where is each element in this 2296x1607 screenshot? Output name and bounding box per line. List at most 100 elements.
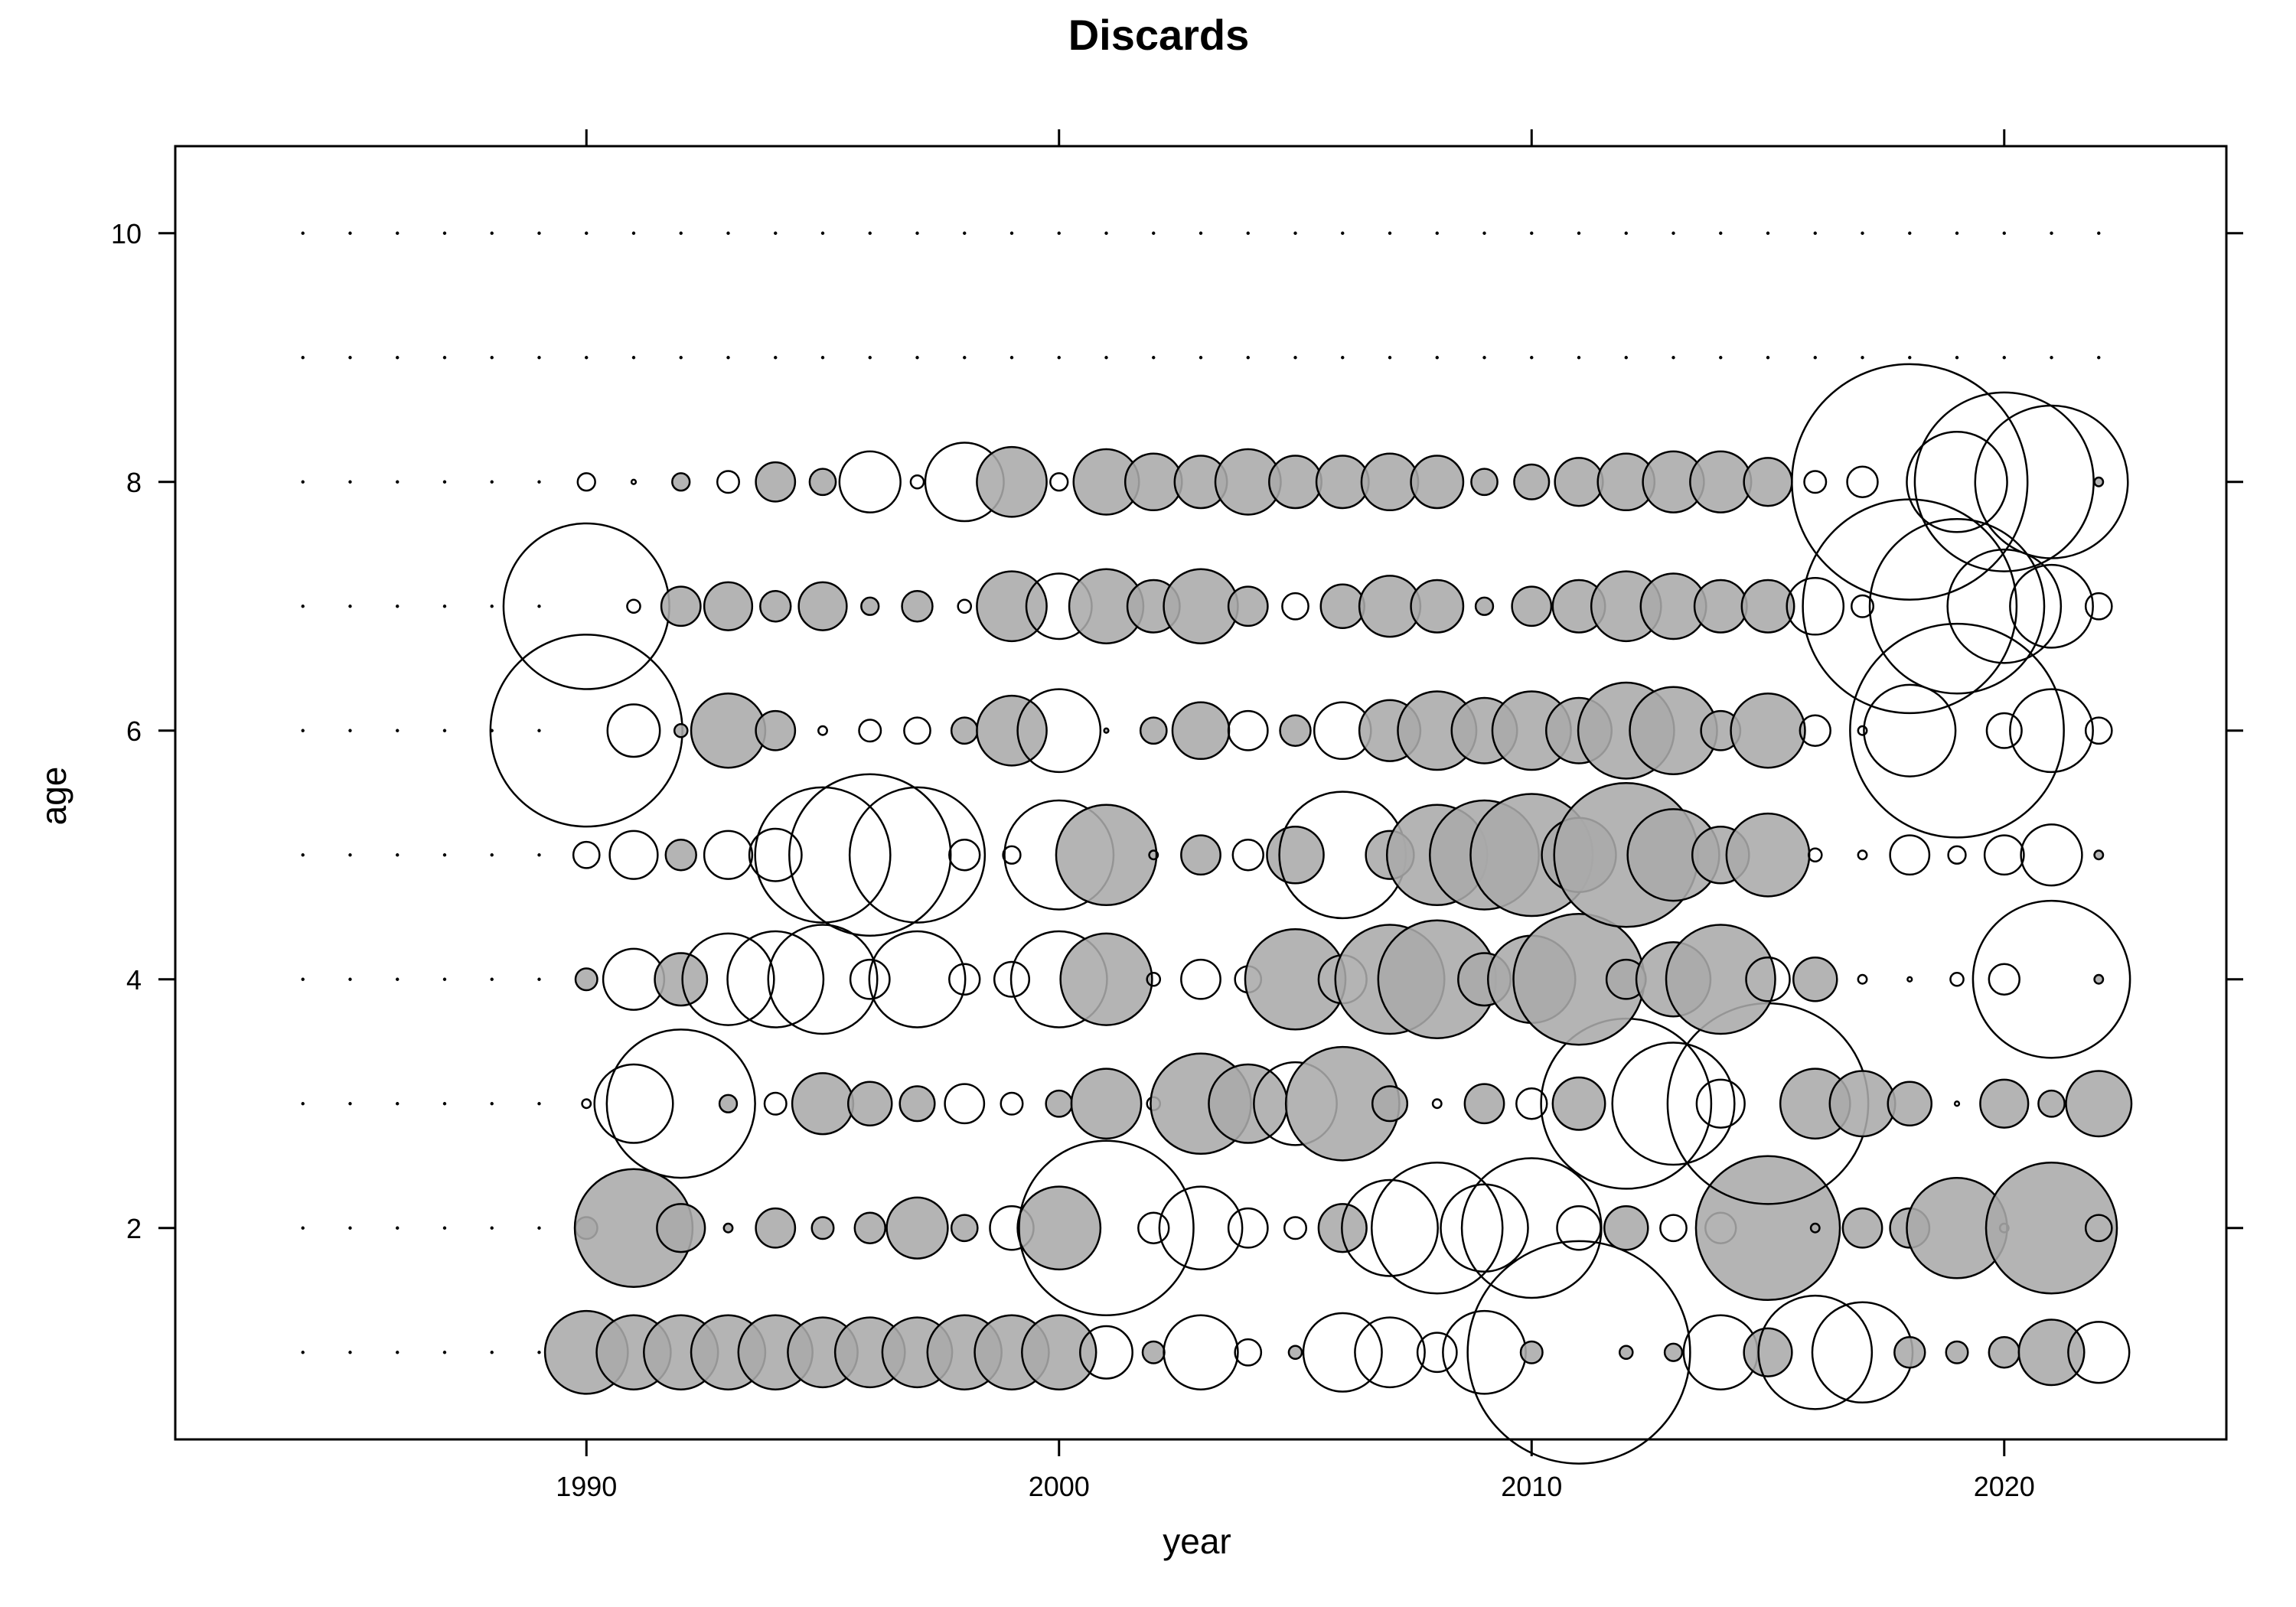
zero-dot bbox=[537, 605, 541, 608]
residual-bubble-negative bbox=[763, 1091, 788, 1116]
residual-bubble-positive bbox=[1180, 834, 1221, 876]
zero-dot bbox=[490, 977, 494, 981]
residual-bubble-negative bbox=[1857, 849, 1868, 861]
zero-dot bbox=[1152, 356, 1156, 360]
zero-dot bbox=[963, 231, 967, 235]
residual-bubble-positive bbox=[1551, 1076, 1606, 1131]
residual-bubble-positive bbox=[1279, 714, 1312, 747]
zero-dot bbox=[396, 729, 400, 732]
residual-bubble-negative bbox=[1431, 1098, 1443, 1110]
residual-bubble-negative bbox=[1180, 958, 1221, 1000]
zero-dot bbox=[348, 1226, 352, 1230]
zero-dot bbox=[1624, 356, 1628, 360]
residual-bubble-positive bbox=[1979, 1078, 2030, 1129]
zero-dot bbox=[1009, 356, 1014, 360]
residual-bubble-positive bbox=[1663, 1342, 1684, 1362]
residual-bubble-positive bbox=[759, 590, 792, 623]
residual-bubble-negative bbox=[1695, 1078, 1746, 1129]
zero-dot bbox=[1577, 231, 1581, 235]
y-axis-label: age bbox=[34, 767, 73, 826]
zero-dot bbox=[490, 480, 494, 484]
zero-dot bbox=[348, 480, 352, 484]
zero-dot bbox=[301, 1102, 305, 1106]
zero-dot bbox=[1719, 356, 1723, 360]
zero-dot bbox=[1908, 231, 1912, 235]
residual-bubble-negative bbox=[726, 930, 825, 1028]
zero-dot bbox=[1530, 231, 1534, 235]
residual-bubble-positive bbox=[722, 1222, 734, 1234]
residual-bubble-negative bbox=[1803, 470, 1828, 494]
zero-dot bbox=[1246, 231, 1250, 235]
zero-dot bbox=[726, 231, 730, 235]
residual-bubble-negative bbox=[2009, 688, 2094, 774]
zero-dot bbox=[1766, 231, 1770, 235]
zero-dot bbox=[396, 977, 400, 981]
residual-bubble-positive bbox=[1693, 579, 1748, 634]
zero-dot bbox=[1388, 231, 1392, 235]
zero-dot bbox=[1861, 356, 1864, 360]
residual-bubble-positive bbox=[1689, 450, 1753, 513]
zero-dot bbox=[868, 356, 872, 360]
residual-bubble-negative bbox=[1283, 1216, 1308, 1240]
zero-dot bbox=[1482, 356, 1486, 360]
zero-dot bbox=[1152, 231, 1156, 235]
residual-bubble-negative bbox=[2084, 1214, 2113, 1243]
x-tick-label: 2010 bbox=[1501, 1471, 1562, 1502]
residual-bubble-positive bbox=[1725, 812, 1811, 898]
y-tick-label: 6 bbox=[126, 715, 142, 747]
residual-bubble-positive bbox=[976, 570, 1048, 643]
residual-bubble-positive bbox=[1287, 1345, 1303, 1361]
residual-bubble-positive bbox=[654, 952, 709, 1007]
chart-title: Discards bbox=[1068, 11, 1250, 59]
zero-dot bbox=[348, 231, 352, 235]
zero-dot bbox=[1435, 356, 1439, 360]
residual-bubble-negative bbox=[754, 786, 892, 924]
residual-bubble-negative bbox=[1416, 1332, 1458, 1374]
zero-dot bbox=[490, 1351, 494, 1354]
x-tick-label: 2020 bbox=[1974, 1471, 2035, 1502]
residual-bubble-positive bbox=[1792, 957, 1838, 1002]
residual-bubble-negative bbox=[2020, 823, 2083, 887]
residual-bubble-negative bbox=[1791, 363, 2029, 601]
residual-bubble-negative bbox=[1757, 1294, 1874, 1410]
residual-bubble-positive bbox=[2093, 973, 2105, 985]
zero-dot bbox=[490, 1226, 494, 1230]
residual-bubble-positive bbox=[2017, 1319, 2086, 1387]
residual-bubble-positive bbox=[1371, 1085, 1409, 1123]
zero-dot bbox=[301, 853, 305, 857]
residual-bubble-positive bbox=[1893, 1336, 1926, 1369]
residual-bubble-negative bbox=[1515, 1087, 1548, 1120]
residual-bubble-negative bbox=[1906, 976, 1913, 983]
residual-bubble-negative bbox=[581, 1098, 592, 1110]
residual-bubble-positive bbox=[656, 1203, 706, 1253]
residual-bubble-positive bbox=[690, 693, 767, 769]
zero-dot bbox=[774, 231, 778, 235]
zero-dot bbox=[679, 231, 683, 235]
residual-bubble-positive bbox=[885, 1196, 949, 1260]
residual-bubble-positive bbox=[1743, 1327, 1793, 1377]
residual-bubble-negative bbox=[1049, 472, 1069, 492]
residual-bubble-negative bbox=[1974, 404, 2129, 559]
zero-dot bbox=[820, 231, 825, 235]
zero-dot bbox=[2097, 356, 2101, 360]
zero-dot bbox=[490, 605, 494, 608]
residual-bubble-negative bbox=[1018, 1139, 1195, 1316]
zero-dot bbox=[1955, 356, 1959, 360]
zero-dot bbox=[1341, 231, 1345, 235]
residual-bubble-positive bbox=[574, 967, 598, 992]
y-tick-label: 10 bbox=[111, 218, 142, 249]
zero-dot bbox=[396, 853, 400, 857]
zero-dot bbox=[915, 231, 919, 235]
zero-dot bbox=[1293, 356, 1297, 360]
zero-dot bbox=[348, 977, 352, 981]
residual-bubble-positive bbox=[1141, 1340, 1166, 1364]
residual-bubble-positive bbox=[755, 1207, 797, 1249]
zero-dot bbox=[1813, 356, 1817, 360]
residual-bubble-positive bbox=[860, 596, 880, 616]
zero-dot bbox=[1908, 356, 1912, 360]
residual-bubble-positive bbox=[1163, 568, 1239, 644]
axis-ticks: 1990 2000 2010 2020 2 4 6 8 10 bbox=[111, 129, 2243, 1502]
residual-bubble-positive bbox=[2093, 849, 2105, 861]
zero-dot bbox=[537, 1351, 541, 1354]
zero-dot bbox=[348, 729, 352, 732]
